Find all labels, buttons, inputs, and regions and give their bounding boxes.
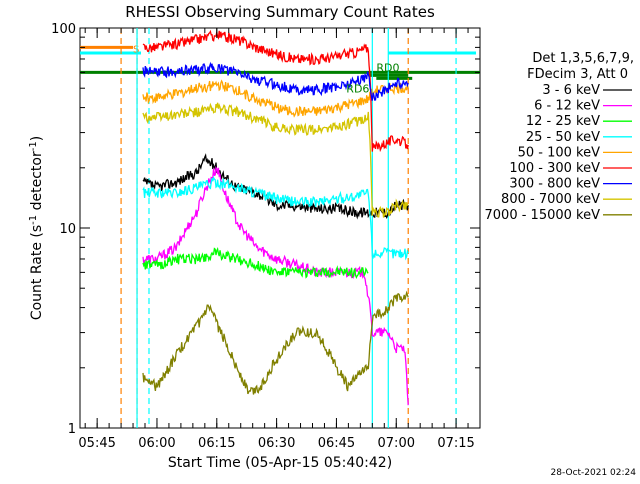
y-axis-label-sup2: -1 (28, 141, 39, 151)
x-axis-label: Start Time (05-Apr-15 05:40:42) (168, 455, 392, 471)
legend-entry-label: 25 - 50 keV (526, 130, 600, 145)
y-tick-label: 1 (68, 422, 76, 437)
y-axis-label-sup1: -1 (28, 215, 39, 225)
series-line (142, 290, 409, 395)
legend-entry-label: 7000 - 15000 keV (485, 208, 601, 223)
y-axis-label-text: Count Rate (s (29, 225, 45, 320)
x-tick-label: 06:30 (258, 436, 295, 451)
series-line (142, 61, 409, 101)
series-line (142, 246, 369, 279)
legend-entry-label: 100 - 300 keV (509, 161, 600, 176)
vertical-markers (120, 28, 457, 428)
series-line (142, 153, 409, 220)
legend-entry-label: 50 - 100 keV (518, 145, 601, 160)
series-line (142, 102, 409, 218)
chart-title: RHESSI Observing Summary Count Rates (125, 3, 435, 21)
series-line (142, 79, 409, 118)
axis-ticks: 1 10 100 05:45 06:00 06:15 06:30 06:45 07:00 07:1… (51, 22, 481, 451)
legend: Det 1,3,5,6,7,9, FDecim 3, Att 0 3 - 6 k… (485, 51, 634, 223)
status-bars: S (80, 44, 480, 80)
legend-entry-label: 6 - 12 keV (534, 99, 600, 114)
series-line (142, 175, 409, 261)
x-tick-label: 06:45 (318, 436, 355, 451)
y-axis-label-middle: detector (29, 151, 45, 215)
gap-marker-label: S (133, 44, 139, 55)
legend-entry-label: 800 - 7000 keV (501, 192, 600, 207)
generation-timestamp: 28-Oct-2021 02:24 (551, 468, 637, 478)
marker-label-rd6: RD6 (346, 82, 369, 95)
x-tick-label: 07:00 (378, 436, 415, 451)
legend-entry-label: 12 - 25 keV (526, 114, 600, 129)
y-tick-label: 100 (51, 22, 76, 37)
y-tick-label: 10 (59, 222, 76, 237)
legend-header-line1: Det 1,3,5,6,7,9, (532, 51, 634, 66)
x-tick-label: 06:15 (198, 436, 235, 451)
x-tick-label: 07:15 (437, 436, 474, 451)
series-line (142, 165, 409, 406)
x-tick-label: 06:00 (138, 436, 175, 451)
legend-entry-label: 3 - 6 keV (542, 83, 600, 98)
series-lines (142, 29, 409, 406)
series-line (142, 29, 409, 153)
legend-header-line2: FDecim 3, Att 0 (527, 67, 628, 82)
x-tick-label: 05:45 (78, 436, 115, 451)
y-axis-label-end: ) (29, 136, 45, 141)
y-axis-label: Count Rate (s-1 detector-1) (28, 136, 46, 320)
legend-entry-label: 300 - 800 keV (509, 177, 600, 192)
annotation-labels: RD0 RD6 (346, 61, 399, 95)
marker-label-rd0: RD0 (376, 61, 399, 74)
